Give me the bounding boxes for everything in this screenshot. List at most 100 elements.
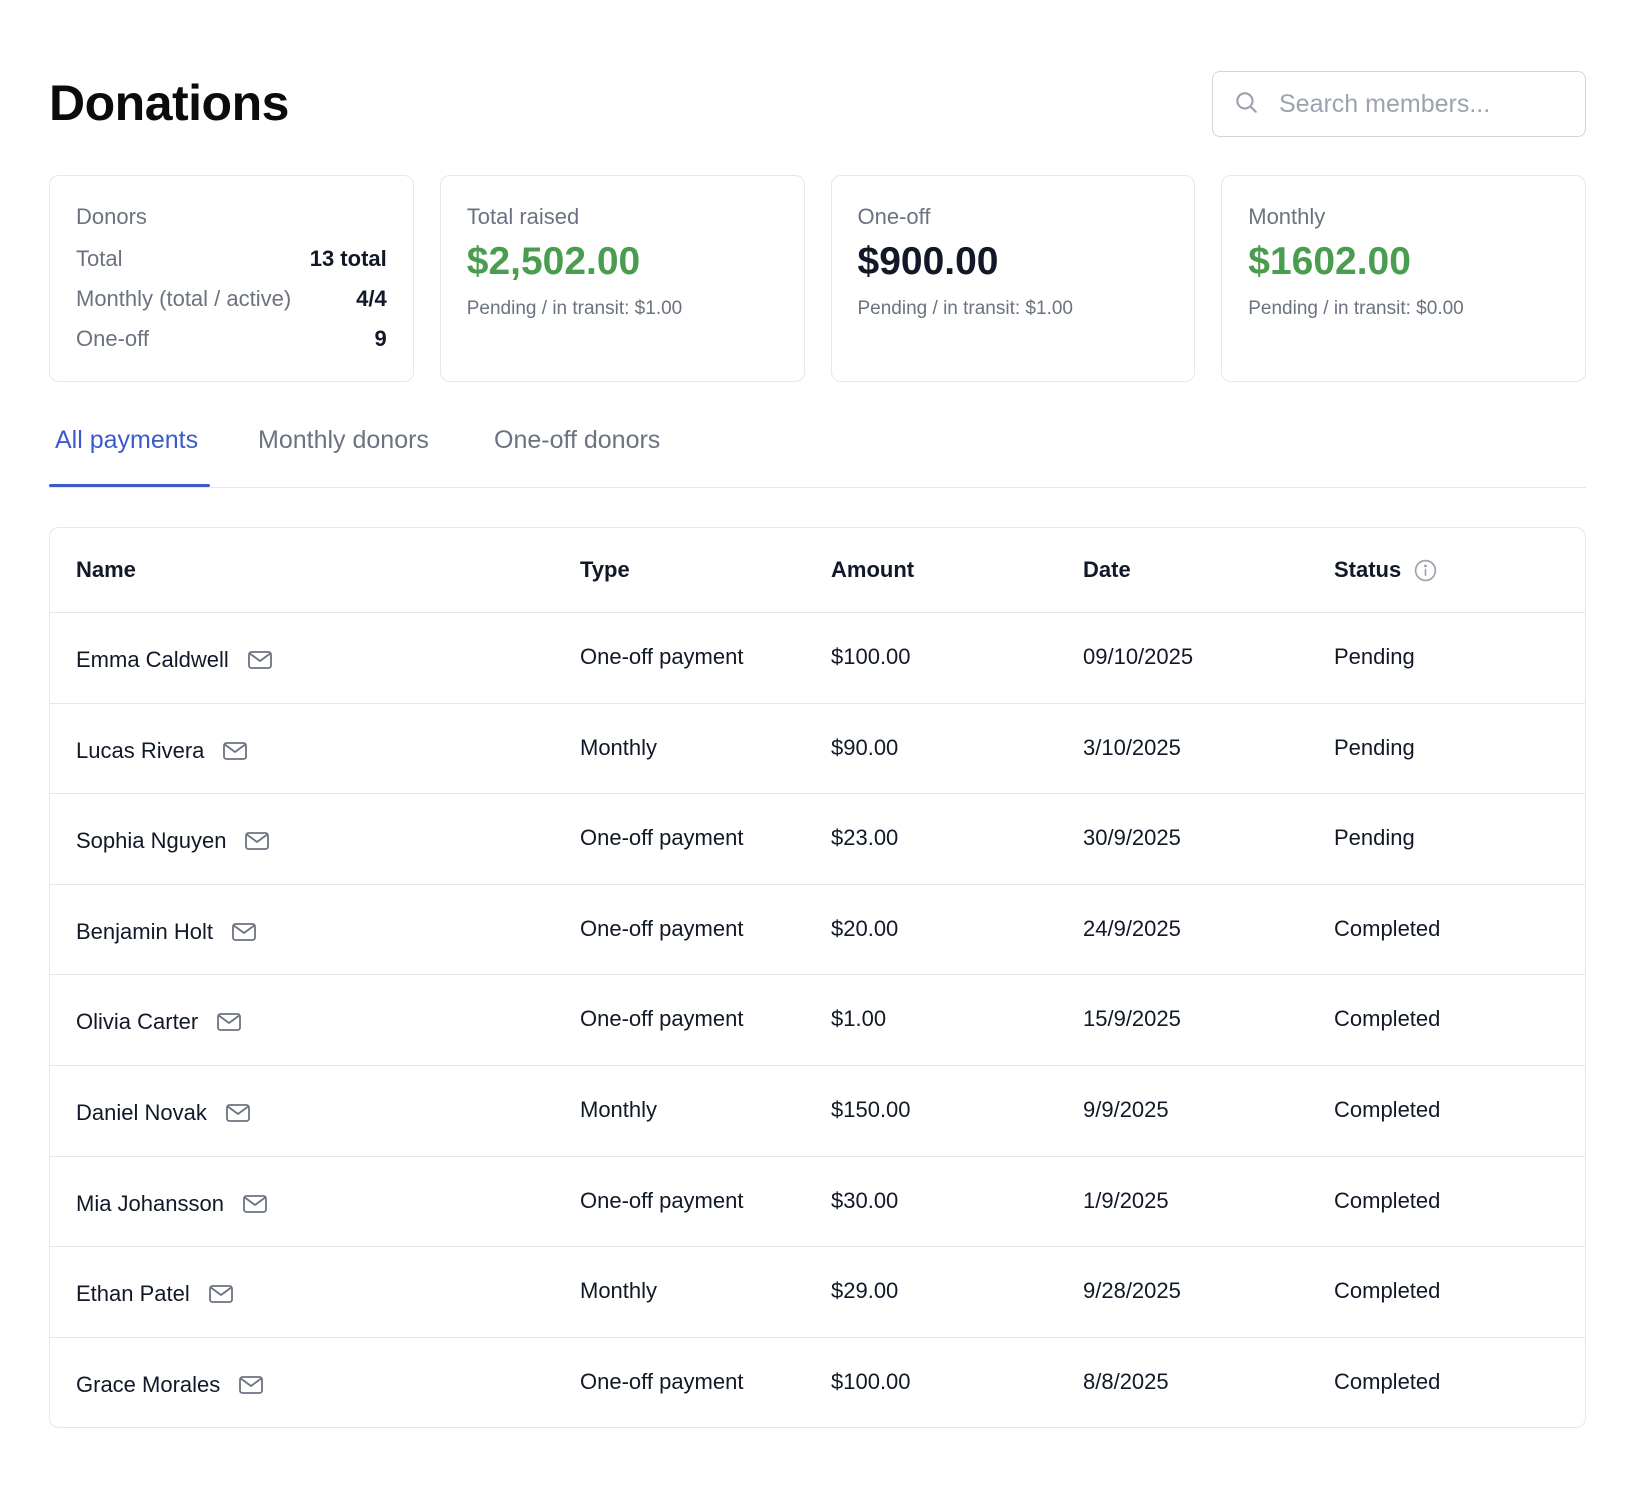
mail-icon[interactable] [244, 830, 270, 852]
monthly-card: Monthly $1602.00 Pending / in transit: $… [1221, 175, 1586, 382]
table-row[interactable]: Grace Morales One-off payment $100.00 8/… [50, 1338, 1585, 1427]
payments-table: Name Type Amount Date Status Emma Caldwe… [49, 527, 1586, 1428]
payment-status: Pending [1334, 734, 1415, 760]
payment-type: One-off payment [580, 1187, 744, 1213]
monthly-amount: $1602.00 [1248, 240, 1411, 283]
donors-monthly-label: Monthly (total / active) [76, 286, 292, 311]
payment-status: Completed [1334, 1368, 1441, 1394]
header-status-cell: Status [1334, 557, 1438, 583]
one-off-label: One-off [857, 204, 931, 229]
donor-name[interactable]: Lucas Rivera [76, 737, 205, 763]
payment-type: One-off payment [580, 644, 744, 669]
donor-name[interactable]: Sophia Nguyen [76, 828, 227, 854]
mail-icon[interactable] [216, 1011, 242, 1033]
payment-status: Pending [1334, 644, 1415, 669]
mail-icon[interactable] [222, 740, 248, 762]
monthly-pending: Pending / in transit: $0.00 [1248, 298, 1464, 319]
payment-date: 24/9/2025 [1083, 915, 1181, 941]
donor-name[interactable]: Daniel Novak [76, 1099, 207, 1125]
one-off-card: One-off $900.00 Pending / in transit: $1… [830, 175, 1196, 382]
payment-type: Monthly [580, 1096, 658, 1122]
tab-one-off-donors[interactable]: One-off donors [494, 426, 661, 454]
payment-date: 30/9/2025 [1083, 825, 1181, 851]
table-row[interactable]: Sophia Nguyen One-off payment $23.00 30/… [50, 794, 1585, 885]
table-row[interactable]: Emma Caldwell One-off payment $100.00 09… [50, 613, 1585, 704]
table-row[interactable]: Mia Johansson One-off payment $30.00 1/9… [50, 1157, 1585, 1248]
donor-name[interactable]: Mia Johansson [76, 1190, 224, 1216]
table-row[interactable]: Ethan Patel Monthly $29.00 9/28/2025 Com… [50, 1247, 1585, 1338]
payment-date: 1/9/2025 [1083, 1187, 1169, 1213]
payment-date: 8/8/2025 [1083, 1368, 1169, 1394]
table-row[interactable]: Benjamin Holt One-off payment $20.00 24/… [50, 885, 1585, 976]
donors-oneoff-value: 9 [374, 326, 387, 351]
donors-total-label: Total [76, 246, 123, 271]
donors-monthly-row: Monthly (total / active) 4/4 [76, 286, 387, 312]
row-name-cell: Ethan Patel [76, 1281, 234, 1307]
header-name[interactable]: Name [76, 557, 136, 582]
donor-name[interactable]: Olivia Carter [76, 1009, 199, 1035]
header-type[interactable]: Type [580, 557, 630, 582]
donor-name[interactable]: Ethan Patel [76, 1281, 190, 1307]
payment-type: Monthly [580, 734, 658, 760]
total-raised-amount: $2,502.00 [466, 240, 641, 283]
header-status[interactable]: Status [1334, 557, 1402, 582]
mail-icon[interactable] [208, 1283, 234, 1305]
total-raised-pending: Pending / in transit: $1.00 [466, 298, 683, 319]
donor-name[interactable]: Grace Morales [76, 1371, 221, 1397]
tab-all-payments[interactable]: All payments [55, 426, 199, 454]
mail-icon[interactable] [238, 1374, 264, 1396]
mail-icon[interactable] [231, 921, 257, 943]
payment-amount: $100.00 [831, 1368, 911, 1394]
payment-type: One-off payment [580, 1006, 744, 1032]
table-row[interactable]: Lucas Rivera Monthly $90.00 3/10/2025 Pe… [50, 704, 1585, 795]
mail-icon[interactable] [242, 1193, 268, 1215]
payment-amount: $1.00 [831, 1006, 887, 1032]
row-name-cell: Grace Morales [76, 1372, 264, 1398]
payment-status: Completed [1334, 1006, 1441, 1032]
table-body: Emma Caldwell One-off payment $100.00 09… [50, 613, 1585, 1427]
donors-total-value: 13 total [309, 246, 387, 271]
payment-type: One-off payment [580, 1368, 744, 1394]
tab-monthly-donors[interactable]: Monthly donors [258, 426, 429, 454]
search-box[interactable] [1212, 71, 1586, 137]
payment-amount: $90.00 [831, 734, 899, 760]
payment-amount: $30.00 [831, 1187, 899, 1213]
mail-icon[interactable] [247, 649, 273, 671]
row-name-cell: Mia Johansson [76, 1191, 268, 1217]
total-raised-card: Total raised $2,502.00 Pending / in tran… [439, 175, 805, 382]
payment-status: Completed [1334, 1187, 1441, 1213]
payment-amount: $23.00 [831, 825, 899, 851]
search-icon [1233, 89, 1259, 120]
mail-icon[interactable] [225, 1102, 251, 1124]
payment-date: 15/9/2025 [1083, 1006, 1181, 1032]
info-icon[interactable] [1413, 558, 1438, 583]
payment-type: One-off payment [580, 915, 744, 941]
header-amount[interactable]: Amount [831, 557, 915, 582]
donors-total-row: Total 13 total [76, 246, 387, 272]
payment-amount: $29.00 [831, 1278, 899, 1304]
table-row[interactable]: Daniel Novak Monthly $150.00 9/9/2025 Co… [50, 1066, 1585, 1157]
stats-cards: Donors Total 13 total Monthly (total / a… [49, 175, 1586, 382]
row-name-cell: Benjamin Holt [76, 919, 257, 945]
one-off-amount: $900.00 [857, 240, 999, 283]
payment-date: 3/10/2025 [1083, 734, 1181, 760]
donor-name[interactable]: Emma Caldwell [76, 647, 229, 672]
payment-amount: $20.00 [831, 915, 899, 941]
donor-name[interactable]: Benjamin Holt [76, 918, 213, 944]
search-input[interactable] [1279, 89, 1579, 119]
donors-card: Donors Total 13 total Monthly (total / a… [49, 175, 414, 382]
payment-date: 09/10/2025 [1083, 644, 1194, 669]
payment-status: Completed [1334, 1096, 1441, 1122]
payment-type: One-off payment [580, 825, 744, 851]
active-tab-indicator [49, 484, 210, 487]
total-raised-label: Total raised [466, 204, 580, 229]
row-name-cell: Olivia Carter [76, 1009, 242, 1035]
one-off-pending: Pending / in transit: $1.00 [857, 298, 1073, 319]
table-row[interactable]: Olivia Carter One-off payment $1.00 15/9… [50, 975, 1585, 1066]
table-header: Name Type Amount Date Status [50, 528, 1585, 613]
payment-date: 9/28/2025 [1083, 1278, 1181, 1304]
donors-card-label: Donors [76, 204, 147, 229]
row-name-cell: Daniel Novak [76, 1100, 251, 1126]
payment-type: Monthly [580, 1278, 658, 1304]
header-date[interactable]: Date [1083, 557, 1131, 582]
